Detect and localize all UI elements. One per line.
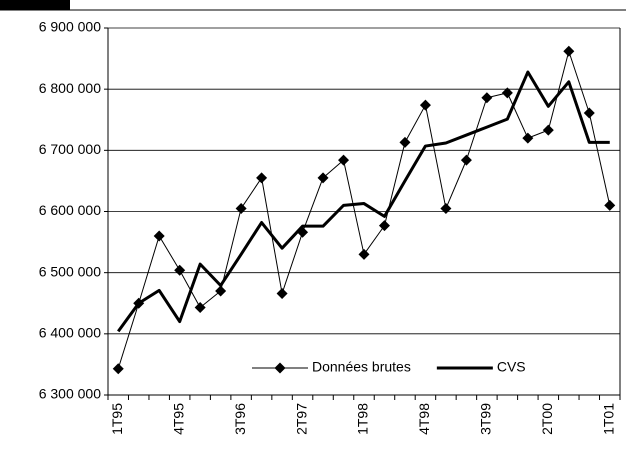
y-tick-label: 6 900 000: [39, 19, 101, 35]
series-line: [117, 70, 610, 333]
point-marker: [112, 363, 124, 375]
point-marker: [215, 285, 227, 297]
point-marker: [481, 92, 493, 104]
point-marker: [378, 220, 390, 232]
y-tick-label: 6 500 000: [39, 263, 101, 279]
point-marker: [563, 45, 575, 57]
legend-label: Données brutes: [312, 359, 411, 375]
point-marker: [440, 202, 452, 214]
point-marker: [604, 199, 616, 211]
y-tick-label: 6 800 000: [39, 80, 101, 96]
x-tick-label: 4T95: [170, 403, 186, 435]
x-tick-label: 2T00: [539, 403, 555, 435]
point-marker: [460, 154, 472, 166]
point-marker: [153, 230, 165, 242]
x-tick-label: 4T98: [416, 403, 432, 435]
x-tick-label: 3T96: [232, 403, 248, 435]
x-tick-label: 1T95: [109, 403, 125, 435]
point-marker: [419, 99, 431, 111]
series-line: [117, 50, 611, 369]
x-tick-label: 2T97: [293, 403, 309, 435]
y-tick-label: 6 700 000: [39, 141, 101, 157]
point-marker: [542, 124, 554, 136]
point-marker: [522, 132, 534, 144]
point-marker: [583, 107, 595, 119]
legend-label: CVS: [497, 359, 526, 375]
point-marker: [399, 136, 411, 148]
x-tick-label: 3T99: [478, 403, 494, 435]
point-marker: [317, 172, 329, 184]
point-marker: [358, 248, 370, 260]
legend-marker: [274, 362, 286, 374]
point-marker: [235, 202, 247, 214]
point-marker: [501, 87, 513, 99]
header-block: [0, 0, 70, 10]
point-marker: [194, 302, 206, 314]
y-tick-label: 6 600 000: [39, 202, 101, 218]
point-marker: [256, 172, 268, 184]
y-tick-label: 6 400 000: [39, 325, 101, 341]
point-marker: [338, 154, 350, 166]
x-tick-label: 1T01: [600, 403, 616, 435]
x-tick-label: 1T98: [355, 403, 371, 435]
point-marker: [174, 264, 186, 276]
point-marker: [276, 287, 288, 299]
y-tick-label: 6 300 000: [39, 386, 101, 402]
